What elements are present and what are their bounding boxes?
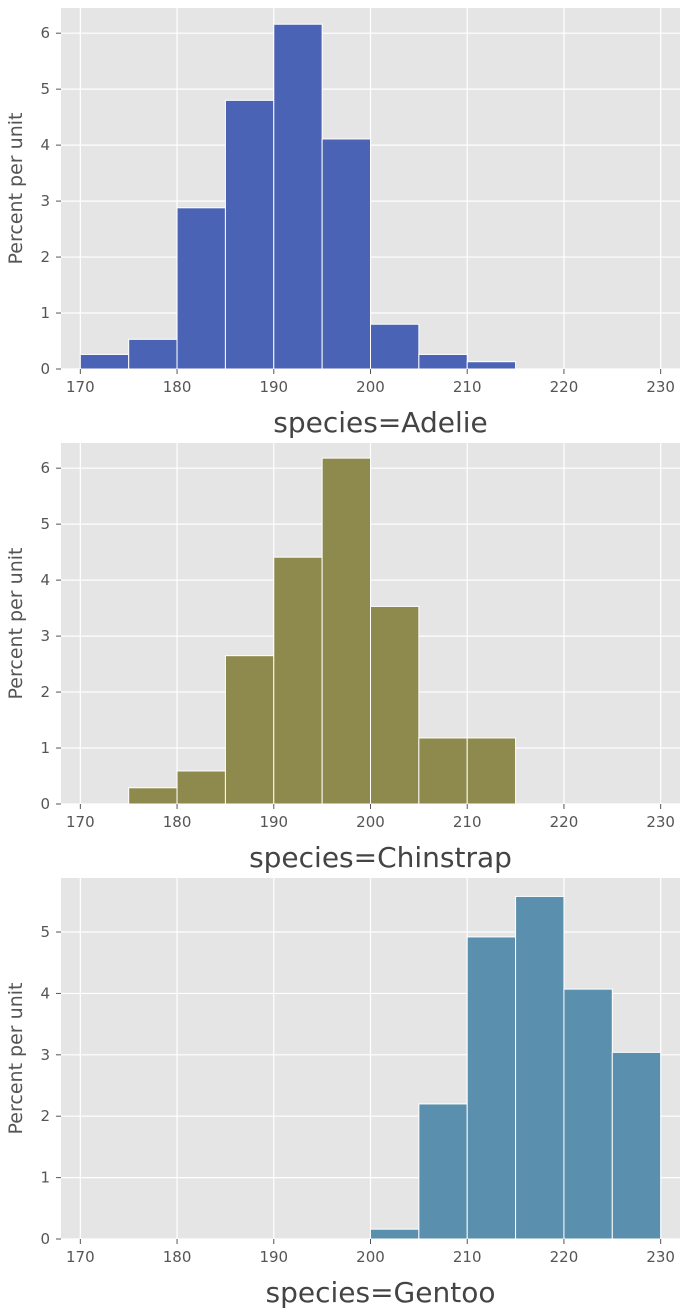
histogram-bar [321, 457, 371, 805]
x-tick-label: 230 [646, 1248, 675, 1266]
y-tick-label: 3 [40, 1046, 50, 1064]
histogram-panel-1: 170 180 190 200 210 220 230 0 1 2 3 4 5 6 species=Adel… [5, 8, 680, 439]
y-tick-label: 4 [40, 984, 50, 1002]
x-tick-label: 200 [356, 813, 385, 831]
y-tick-label: 0 [40, 795, 50, 813]
histogram-bar [273, 556, 323, 805]
x-tick-label: 170 [66, 378, 95, 396]
y-tick-label: 1 [40, 304, 50, 322]
y-tick-label: 4 [40, 571, 50, 589]
y-tick-label: 5 [40, 80, 50, 98]
histogram-bar [321, 138, 371, 370]
histogram-bar [176, 770, 226, 805]
y-tick-label: 3 [40, 192, 50, 210]
histogram-bar [176, 207, 226, 370]
x-tick-label: 210 [453, 378, 482, 396]
y-axis-title: Percent per unit [5, 548, 27, 700]
x-tick-label: 210 [453, 813, 482, 831]
x-tick-label: 190 [259, 813, 288, 831]
y-tick-label: 1 [40, 1169, 50, 1187]
y-tick-label: 2 [40, 248, 50, 266]
y-tick-label: 2 [40, 683, 50, 701]
histogram-bar [370, 605, 420, 805]
y-tick-label: 4 [40, 136, 50, 154]
histogram-bar [515, 895, 565, 1240]
histogram-bar [273, 23, 323, 370]
y-tick-label: 5 [40, 515, 50, 533]
histogram-bar [466, 361, 517, 370]
x-tick-label: 230 [646, 378, 675, 396]
histogram-bar [611, 1051, 662, 1240]
y-tick-label: 0 [40, 1230, 50, 1248]
x-tick-label: 170 [66, 813, 95, 831]
histogram-bar [466, 936, 517, 1240]
x-tick-label: 180 [163, 813, 192, 831]
histogram-bar [224, 99, 275, 370]
x-axis-title: species=Gentoo [266, 1276, 496, 1309]
histogram-bar [563, 988, 613, 1240]
x-tick-label: 200 [356, 378, 385, 396]
y-axis-title: Percent per unit [5, 113, 27, 265]
histogram-bar [418, 737, 468, 805]
histogram-bar [466, 737, 517, 805]
y-tick-label: 6 [40, 459, 50, 477]
histogram-panel-2: 170 180 190 200 210 220 230 0 1 2 3 4 5 6 species=Chin… [5, 443, 680, 874]
y-tick-label: 3 [40, 627, 50, 645]
x-tick-label: 180 [163, 378, 192, 396]
histogram-bar [370, 1228, 420, 1240]
y-tick-label: 2 [40, 1107, 50, 1125]
x-tick-label: 200 [356, 1248, 385, 1266]
x-tick-label: 190 [259, 1248, 288, 1266]
x-tick-label: 220 [550, 813, 579, 831]
x-tick-label: 220 [550, 1248, 579, 1266]
y-tick-label: 1 [40, 739, 50, 757]
histogram-bar [370, 323, 420, 370]
histogram-bar [128, 338, 178, 370]
histogram-bar [418, 1103, 468, 1240]
x-tick-label: 170 [66, 1248, 95, 1266]
y-tick-label: 0 [40, 360, 50, 378]
x-tick-label: 190 [259, 378, 288, 396]
x-tick-label: 210 [453, 1248, 482, 1266]
histogram-bar [79, 353, 130, 370]
x-tick-label: 220 [550, 378, 579, 396]
x-axis-title: species=Adelie [273, 406, 487, 439]
histogram-bar [128, 787, 178, 805]
x-tick-label: 230 [646, 813, 675, 831]
histogram-bar [224, 655, 275, 805]
y-axis-title: Percent per unit [5, 983, 27, 1135]
x-tick-label: 180 [163, 1248, 192, 1266]
y-tick-label: 6 [40, 24, 50, 42]
x-axis-title: species=Chinstrap [249, 841, 512, 874]
histogram-bar [418, 353, 468, 370]
y-tick-label: 5 [40, 923, 50, 941]
histogram-panel-3: 170 180 190 200 210 220 230 0 1 2 3 4 5 species=Gento… [5, 878, 680, 1309]
